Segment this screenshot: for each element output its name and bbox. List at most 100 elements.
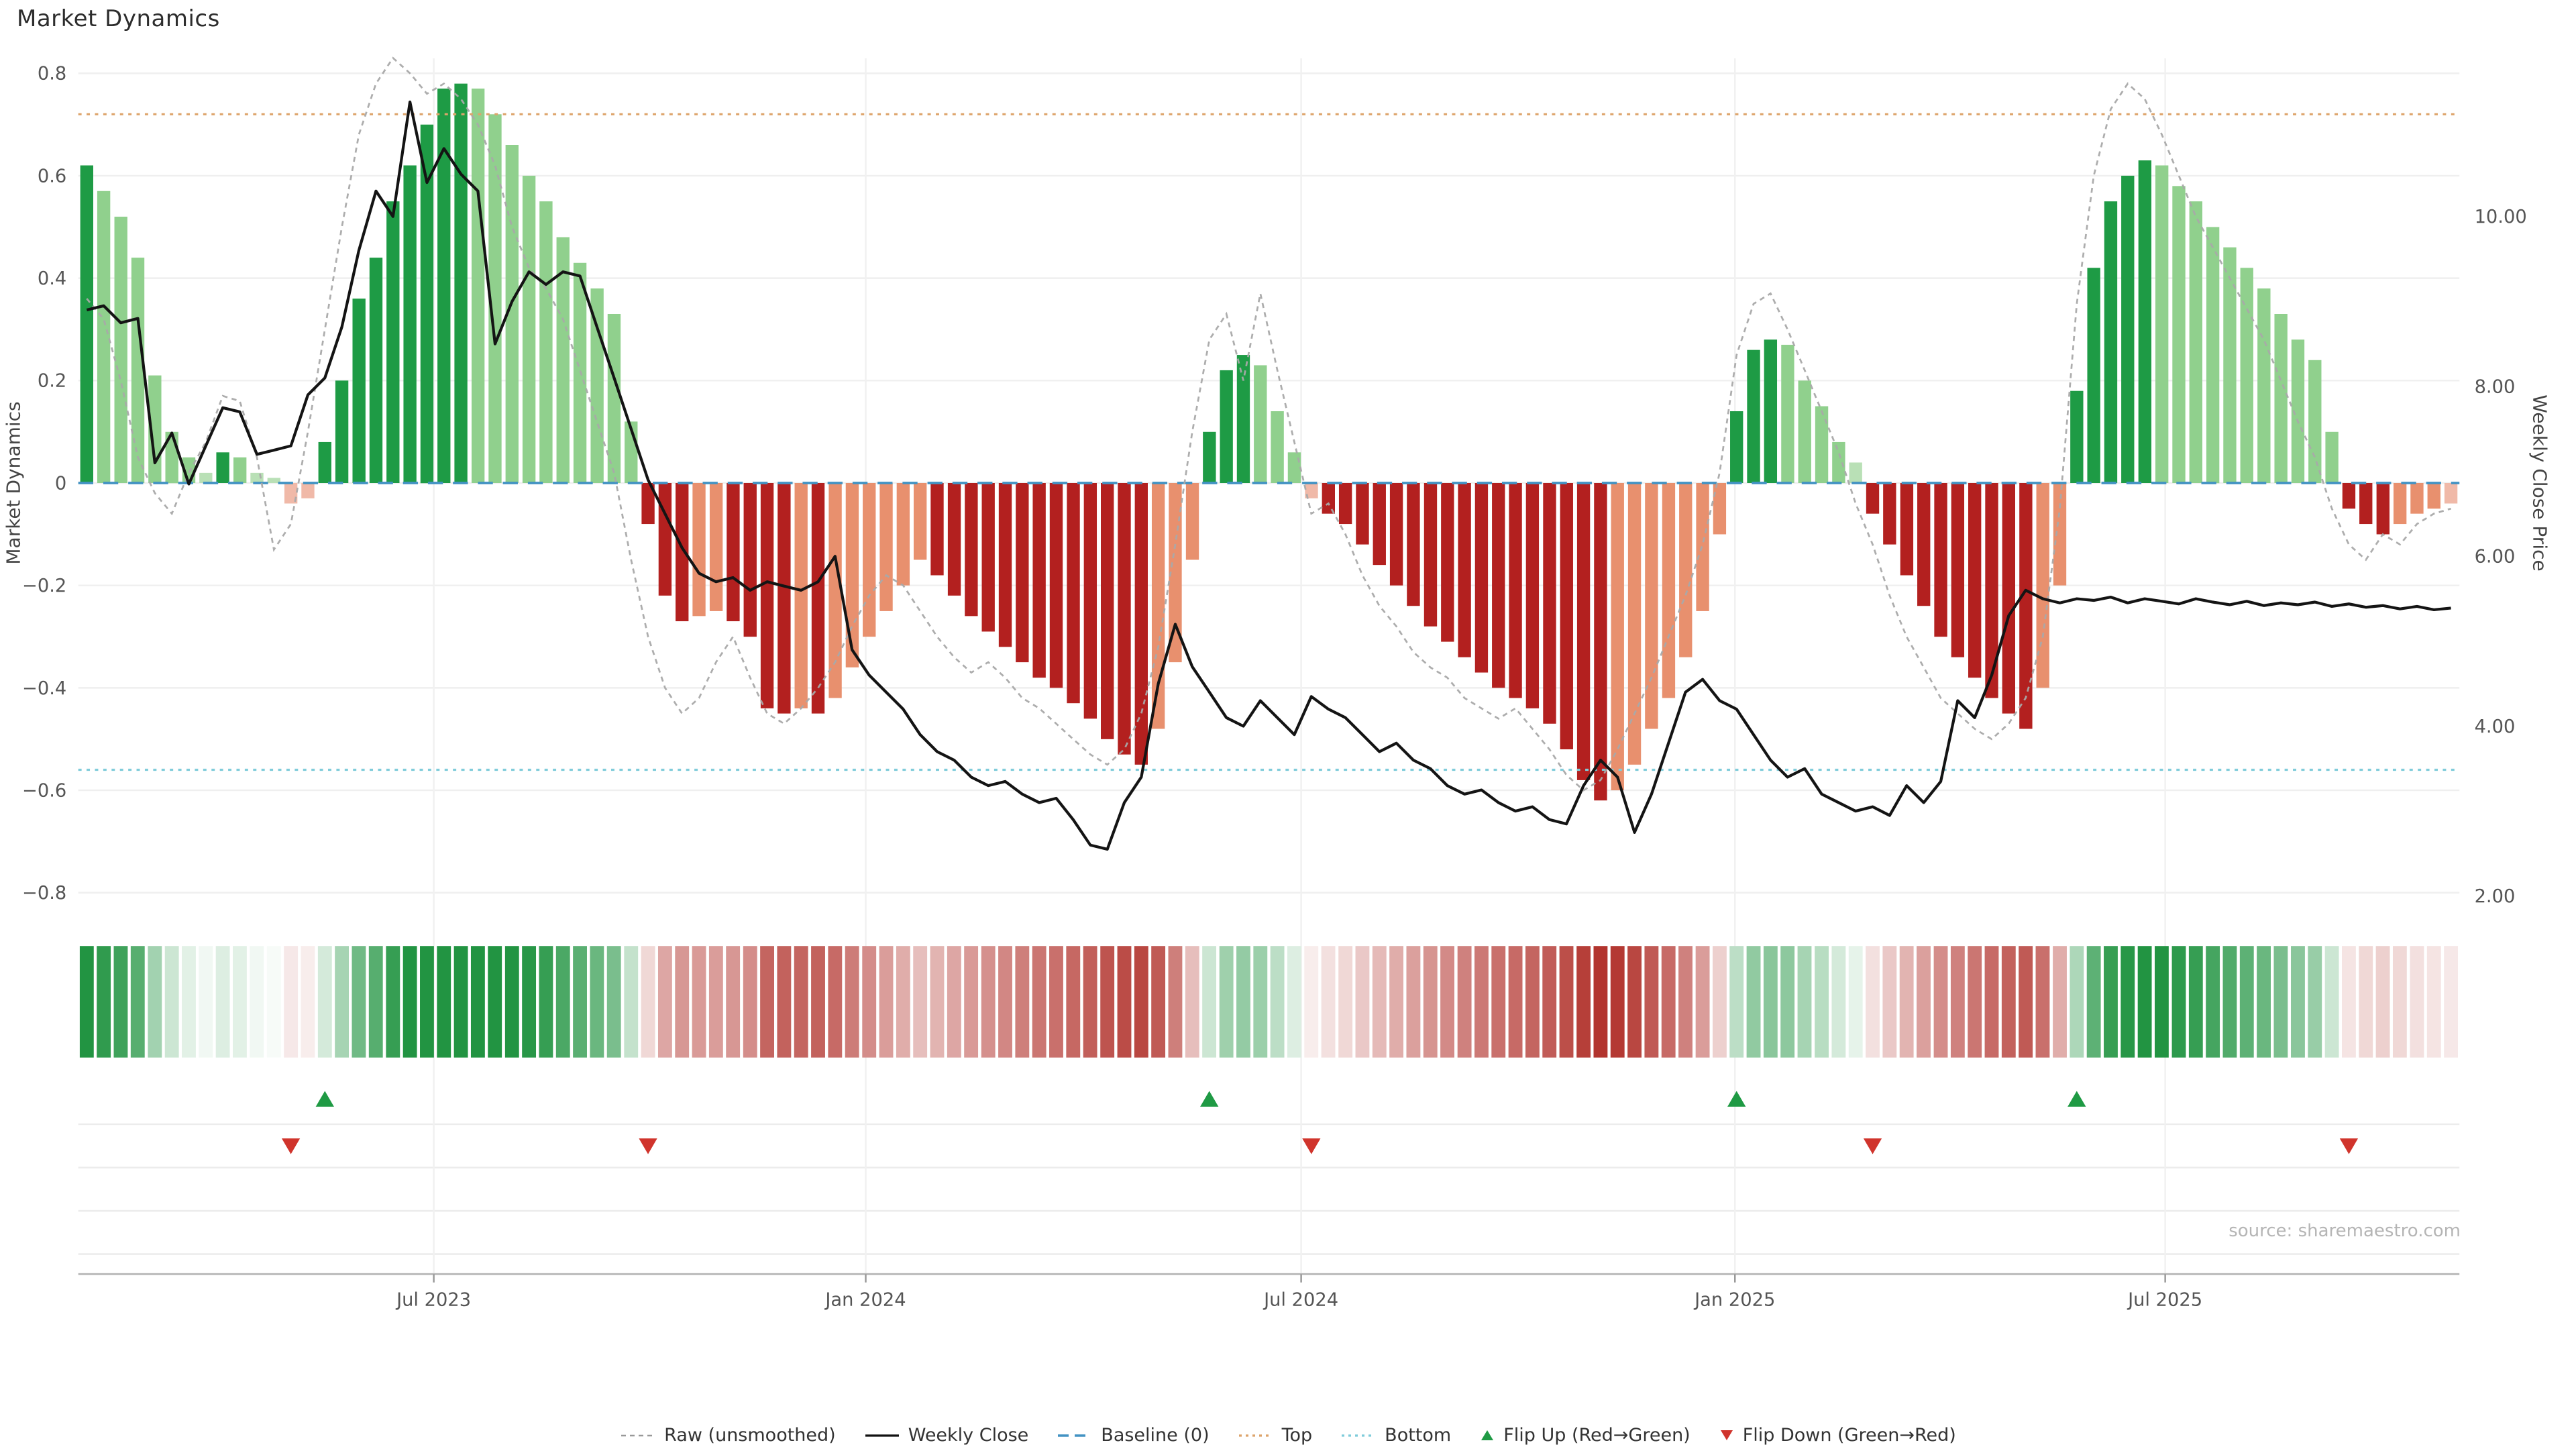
dynamics-bar (1083, 483, 1097, 719)
dynamics-bar (2070, 390, 2084, 483)
dynamics-bar (318, 441, 331, 483)
heatmap-cell (743, 946, 757, 1058)
heatmap-cell (913, 946, 928, 1058)
heatmap-cell (215, 946, 230, 1058)
dynamics-bar (216, 452, 229, 483)
dynamics-bar (114, 217, 127, 483)
dynamics-bar (777, 483, 791, 714)
dynamics-bar (1254, 365, 1267, 483)
right-axis-tick-label: 2.00 (2475, 886, 2516, 907)
heatmap-cell (2086, 946, 2101, 1058)
x-axis-tick-label: Jan 2024 (824, 1289, 906, 1310)
page-title: Market Dynamics (17, 5, 220, 32)
heatmap-cell (2257, 946, 2271, 1058)
dynamics-bar (1389, 483, 1403, 586)
flip-down-marker (1863, 1138, 1882, 1155)
dynamics-bar (2036, 483, 2049, 688)
heatmap-cell (1627, 946, 1642, 1058)
heatmap-cell (2104, 946, 2118, 1058)
dynamics-bar (743, 483, 757, 637)
weekly-close-line (86, 100, 2451, 851)
heatmap-cell (1049, 946, 1063, 1058)
heatmap-cell (488, 946, 502, 1058)
dynamics-bar (369, 258, 383, 483)
dynamics-bar (454, 83, 468, 484)
heatmap-cell (2222, 946, 2237, 1058)
left-axis-tick-label: 0.4 (38, 268, 66, 289)
heatmap-cell (708, 946, 723, 1058)
dynamics-bar (1713, 483, 1727, 535)
dynamics-bar (2138, 160, 2152, 483)
heatmap-cell (1389, 946, 1404, 1058)
heatmap-cell (1457, 946, 1472, 1058)
dynamics-bar (1934, 483, 1947, 637)
dynamics-bar (471, 89, 485, 483)
dotted-cyan-line-icon (1342, 1434, 1376, 1437)
dynamics-bar (2121, 175, 2135, 483)
dynamics-bar (2291, 339, 2305, 483)
left-axis-tick-label: −0.2 (22, 576, 66, 596)
heatmap-cell (2171, 946, 2186, 1058)
dynamics-bar (505, 145, 519, 483)
heatmap-cell (1831, 946, 1846, 1058)
heatmap-cell (1304, 946, 1319, 1058)
heatmap-cell (862, 946, 877, 1058)
legend-label: Baseline (0) (1101, 1425, 1210, 1446)
legend-item-flip-down: Flip Down (Green→Red) (1719, 1425, 1956, 1446)
heatmap-cell (1882, 946, 1897, 1058)
dynamics-bar (2172, 186, 2186, 483)
dynamics-bar (692, 483, 706, 616)
heatmap-cell (2273, 946, 2288, 1058)
dynamics-bar (760, 483, 774, 708)
dynamics-bar (1338, 483, 1352, 525)
dynamics-bar (1492, 483, 1505, 688)
dynamics-bar (233, 457, 247, 483)
heatmap-cell (794, 946, 808, 1058)
dynamics-bar (1373, 483, 1386, 566)
heatmap-cell (2239, 946, 2254, 1058)
heatmap-cell (2308, 946, 2322, 1058)
heatmap-cell (2019, 946, 2033, 1058)
heatmap-cell (879, 946, 894, 1058)
heatmap-cell (352, 946, 366, 1058)
heatmap-cell (2053, 946, 2067, 1058)
dynamics-bar (1917, 483, 1931, 606)
heatmap-cell (2121, 946, 2135, 1058)
heatmap-cell (964, 946, 979, 1058)
dynamics-bar (1509, 483, 1522, 698)
heatmap-cell (2188, 946, 2203, 1058)
flip-down-marker (281, 1138, 301, 1155)
dynamics-bar (1032, 483, 1046, 678)
left-axis-tick-label: −0.8 (22, 883, 66, 904)
dynamics-bar (1747, 350, 1760, 483)
heatmap-cell (1372, 946, 1387, 1058)
heatmap-cell (930, 946, 945, 1058)
heatmap-cell (777, 946, 792, 1058)
dynamics-bar (1985, 483, 1998, 698)
dynamics-bar (2444, 483, 2458, 504)
dynamics-bar (1151, 483, 1165, 729)
heatmap-cell (1015, 946, 1030, 1058)
heatmap-cell (896, 946, 910, 1058)
dynamics-bar (1951, 483, 1965, 657)
flip-up-marker (1727, 1091, 1746, 1107)
reference-lines (78, 113, 2460, 771)
heatmap-cell (1525, 946, 1540, 1058)
dynamics-bar (2223, 247, 2237, 483)
legend-item-weekly-close: Weekly Close (864, 1425, 1028, 1446)
dynamics-bar (998, 483, 1012, 647)
heatmap-cell (1593, 946, 1608, 1058)
heatmap-cell (1729, 946, 1744, 1058)
dynamics-bar (658, 483, 672, 596)
dynamics-bar (845, 483, 859, 667)
heatmap-cell (1491, 946, 1506, 1058)
dynamics-bar (896, 483, 910, 586)
heatmap-cell (726, 946, 741, 1058)
heatmap-cell (1695, 946, 1710, 1058)
heatmap-cell (1406, 946, 1421, 1058)
right-axis-tick-label: 4.00 (2475, 716, 2516, 737)
dynamics-bar (2359, 483, 2373, 525)
heatmap-cell (1134, 946, 1148, 1058)
heatmap-cell (1797, 946, 1812, 1058)
heatmap-cell (1508, 946, 1523, 1058)
